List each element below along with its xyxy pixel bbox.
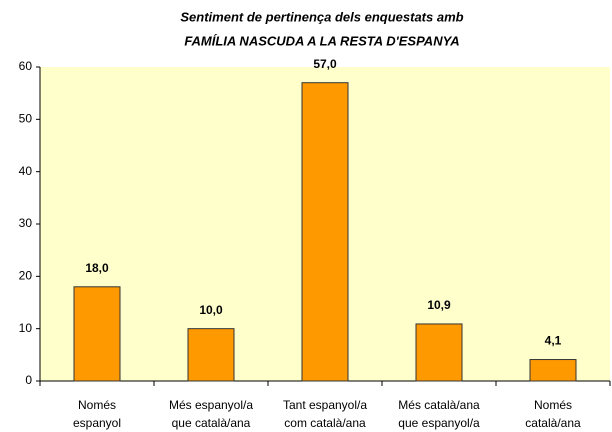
x-tick-label: Més català/ana: [398, 398, 480, 412]
value-label: 10,0: [199, 303, 223, 317]
y-tick-label: 10: [19, 321, 33, 335]
y-tick-label: 40: [19, 164, 33, 178]
y-tick-label: 0: [25, 373, 32, 387]
x-tick-label: català/ana: [525, 416, 581, 430]
x-tick-label: Només: [78, 398, 116, 412]
x-tick-label: Més espanyol/a: [169, 398, 253, 412]
x-tick-label: espanyol: [73, 416, 121, 430]
bar: [187, 328, 235, 382]
y-tick-label: 20: [19, 269, 33, 283]
value-label: 18,0: [85, 261, 109, 275]
y-tick-label: 30: [19, 216, 33, 230]
x-tick-label: que català/ana: [172, 416, 251, 430]
value-label: 57,0: [313, 57, 337, 71]
x-tick-label: que espanyol/a: [398, 416, 480, 430]
chart-subtitle: FAMÍLIA NASCUDA A LA RESTA D'ESPANYA: [184, 33, 459, 48]
value-label: 10,9: [427, 298, 451, 312]
bar: [529, 359, 577, 382]
x-tick-label: com català/ana: [284, 416, 366, 430]
bar: [301, 82, 349, 382]
chart-title: Sentiment de pertinença dels enquestats …: [180, 9, 463, 24]
x-tick-label: Tant espanyol/a: [283, 398, 367, 412]
y-tick-label: 50: [19, 112, 33, 126]
bar: [415, 323, 463, 382]
x-tick-label: Només: [534, 398, 572, 412]
bar: [73, 286, 121, 382]
value-label: 4,1: [545, 334, 562, 348]
y-tick-label: 60: [19, 59, 33, 73]
